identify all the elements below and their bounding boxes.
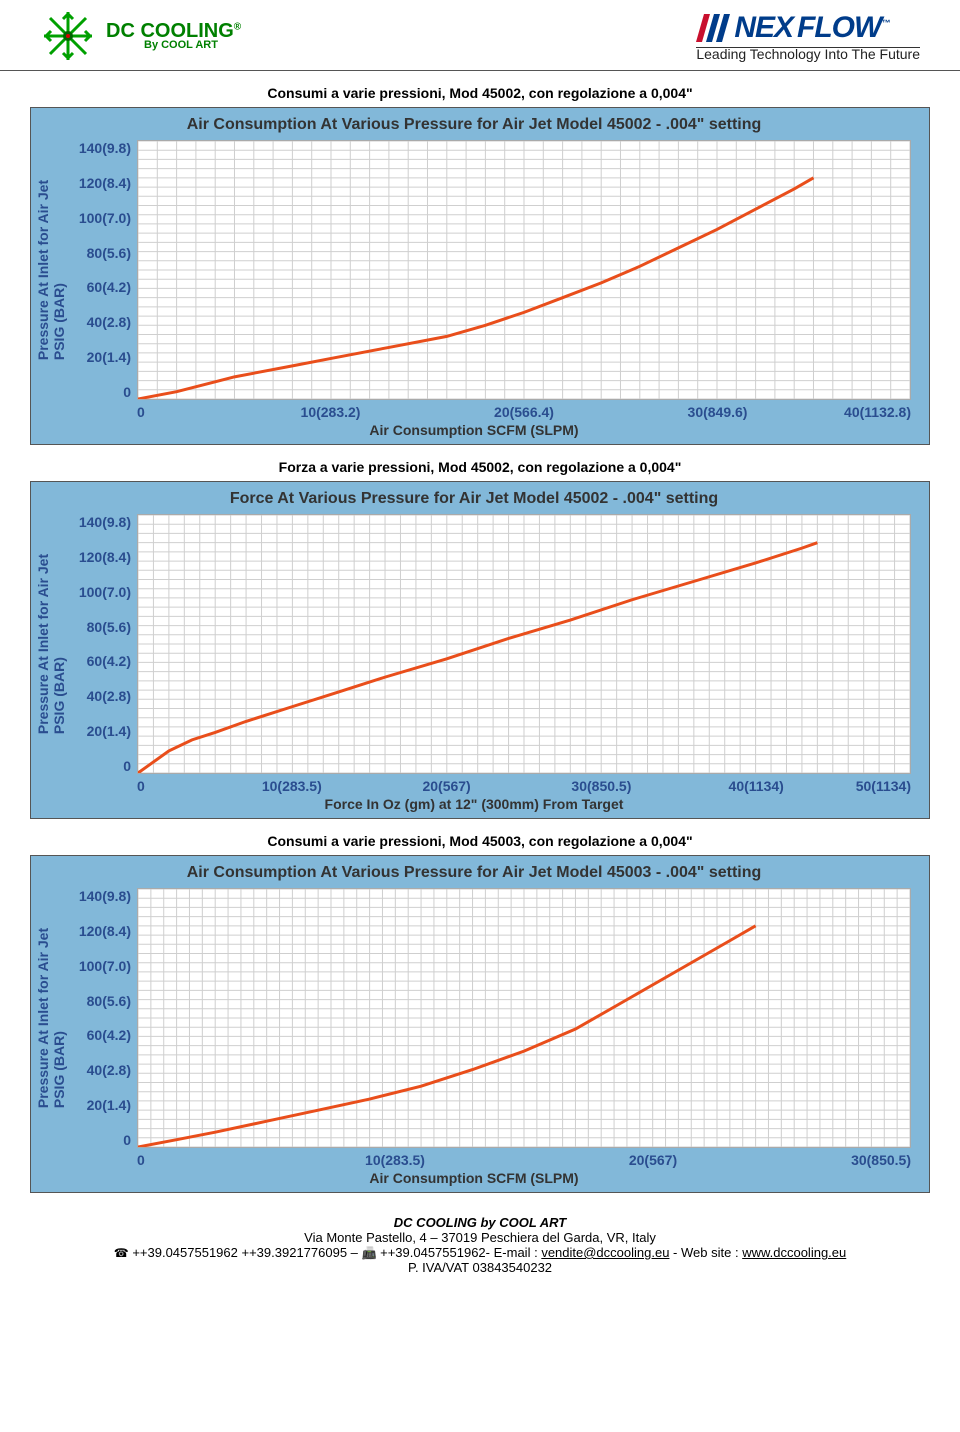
chart-frame: Air Consumption At Various Pressure for …: [30, 107, 930, 445]
chart-title: Force At Various Pressure for Air Jet Mo…: [37, 488, 911, 514]
nex-prefix: NEX: [734, 11, 793, 45]
logo-nex-flow: NEX FLOW™ Leading Technology Into The Fu…: [696, 11, 920, 62]
footer-web-link[interactable]: www.dccooling.eu: [742, 1245, 846, 1260]
chart-frame: Force At Various Pressure for Air Jet Mo…: [30, 481, 930, 819]
y-axis-label: Pressure At Inlet for Air JetPSIG (BAR): [35, 928, 67, 1108]
x-tick-labels: 010(283.5)20(567)30(850.5): [137, 1152, 911, 1168]
x-axis-label: Force In Oz (gm) at 12" (300mm) From Tar…: [37, 796, 911, 812]
plot-area: [137, 140, 911, 400]
y-tick-labels: 140(9.8)120(8.4)100(7.0)80(5.6)60(4.2)40…: [65, 140, 137, 400]
chart-caption: Consumi a varie pressioni, Mod 45002, co…: [0, 85, 960, 101]
chart-title: Air Consumption At Various Pressure for …: [37, 862, 911, 888]
chart-frame: Air Consumption At Various Pressure for …: [30, 855, 930, 1193]
footer-fax: ++39.0457551962: [380, 1245, 486, 1260]
reg-mark: ®: [234, 21, 241, 32]
nex-tm: ™: [881, 18, 889, 28]
plot-area: [137, 888, 911, 1148]
nex-suffix: FLOW: [797, 11, 881, 44]
footer-phone2: ++39.3921776095: [242, 1245, 348, 1260]
footer-address: Via Monte Pastello, 4 – 37019 Peschiera …: [0, 1230, 960, 1245]
plot-area: [137, 514, 911, 774]
x-axis-label: Air Consumption SCFM (SLPM): [37, 1170, 911, 1186]
snowflake-icon: [40, 8, 96, 64]
page-header: DC COOLING® By COOL ART NEX FLOW™ Leadin…: [0, 0, 960, 71]
y-axis-label: Pressure At Inlet for Air JetPSIG (BAR): [35, 180, 67, 360]
footer-company: DC COOLING by COOL ART: [0, 1215, 960, 1230]
footer-vat: P. IVA/VAT 03843540232: [0, 1260, 960, 1275]
page-footer: DC COOLING by COOL ART Via Monte Pastell…: [0, 1209, 960, 1285]
footer-web-label: Web site :: [681, 1245, 739, 1260]
chart-caption: Forza a varie pressioni, Mod 45002, con …: [0, 459, 960, 475]
nex-stripes-icon: [696, 14, 730, 42]
footer-email-link[interactable]: vendite@dccooling.eu: [541, 1245, 669, 1260]
phone-icon: ☎: [114, 1246, 129, 1260]
logo-dc-cooling: DC COOLING® By COOL ART: [40, 8, 241, 64]
chart-caption: Consumi a varie pressioni, Mod 45003, co…: [0, 833, 960, 849]
nex-tagline: Leading Technology Into The Future: [696, 46, 920, 62]
footer-phone1: ++39.0457551962: [132, 1245, 238, 1260]
footer-email-label: E-mail :: [494, 1245, 538, 1260]
y-tick-labels: 140(9.8)120(8.4)100(7.0)80(5.6)60(4.2)40…: [65, 514, 137, 774]
x-tick-labels: 010(283.2)20(566.4)30(849.6)40(1132.8): [137, 404, 911, 420]
x-axis-label: Air Consumption SCFM (SLPM): [37, 422, 911, 438]
fax-icon: 📠: [362, 1246, 377, 1260]
y-axis-label: Pressure At Inlet for Air JetPSIG (BAR): [35, 554, 67, 734]
x-tick-labels: 010(283.5)20(567)30(850.5)40(1134)50(113…: [137, 778, 911, 794]
y-tick-labels: 140(9.8)120(8.4)100(7.0)80(5.6)60(4.2)40…: [65, 888, 137, 1148]
chart-title: Air Consumption At Various Pressure for …: [37, 114, 911, 140]
